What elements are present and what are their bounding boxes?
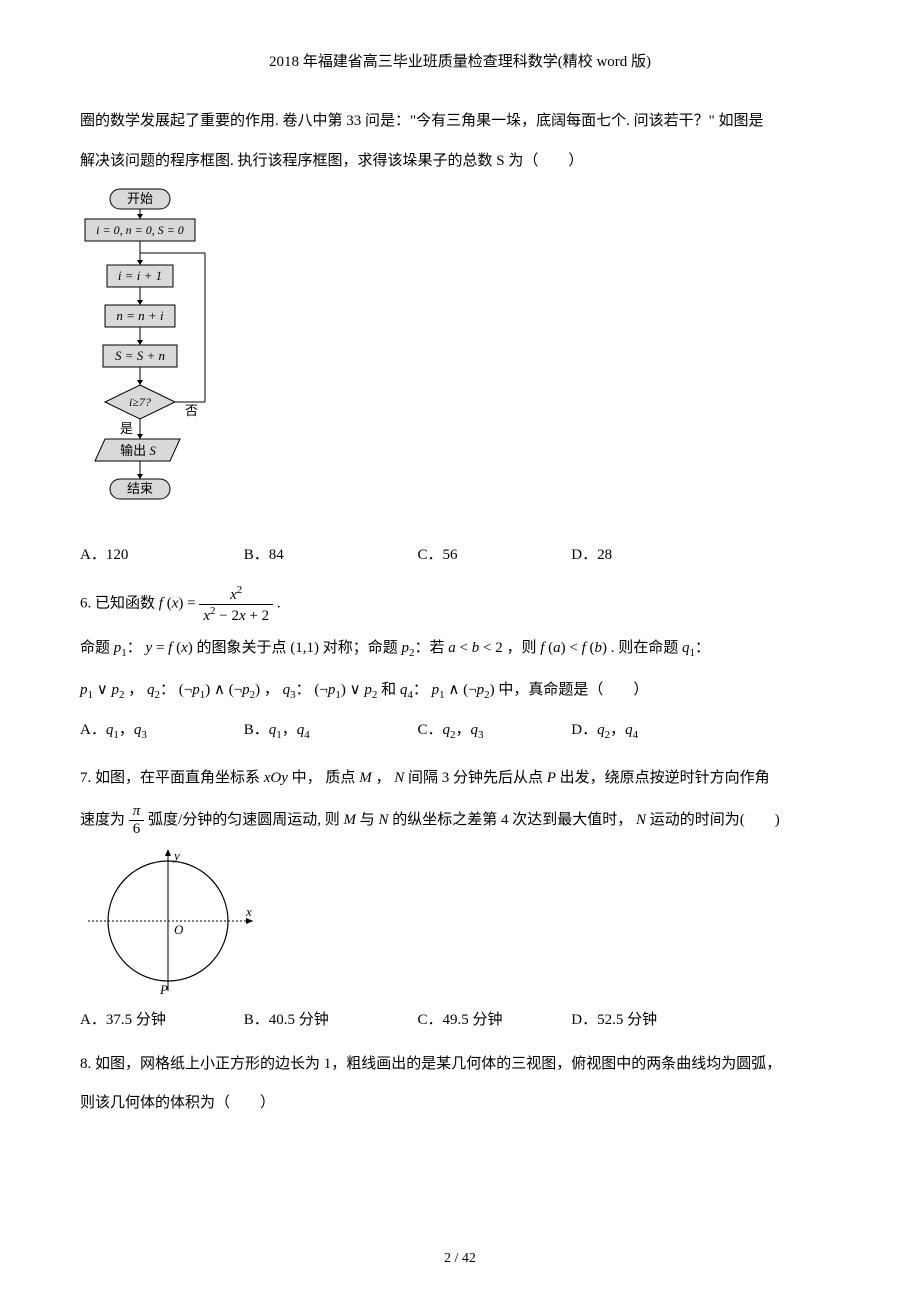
q7-opt-a: A．37.5 分钟 (80, 1005, 240, 1035)
fc-step1: i = i + 1 (118, 268, 162, 283)
fc-end: 结束 (127, 481, 153, 496)
q6-options: A．q1，q3 B．q1，q4 C．q2，q3 D．q2，q4 (80, 715, 840, 746)
q7-opt-b: B．40.5 分钟 (244, 1005, 414, 1035)
fc-cond: i≥7? (129, 395, 151, 409)
q6-opt-c: C．q2，q3 (418, 715, 568, 746)
q5-opt-d: D．28 (571, 540, 691, 570)
q5-intro-2-text: 解决该问题的程序框图. 执行该程序框图，求得该垛果子的总数 S 为（ ） (80, 153, 583, 169)
fc-step3: S = S + n (115, 348, 165, 363)
page-footer: 2 / 42 (0, 1251, 920, 1267)
fc-output: 输出 S (120, 443, 156, 458)
question-7: 7. 如图，在平面直角坐标系 xOy 中， 质点 M ， N 间隔 3 分钟先后… (80, 760, 840, 1035)
fc-yes: 是 (120, 421, 133, 436)
q5-opt-b: B．84 (244, 540, 414, 570)
q8-line2: 则该几何体的体积为（ ） (80, 1088, 840, 1120)
fc-no: 否 (185, 403, 198, 418)
question-6: 6. 已知函数 f (x) = x2 x2 − 2x + 2 . 命题 p1： … (80, 584, 840, 746)
q5-intro-2: 解决该问题的程序框图. 执行该程序框图，求得该垛果子的总数 S 为（ ） (80, 146, 840, 178)
q7-line2: 速度为 π 6 弧度/分钟的匀速圆周运动, 则 M 与 N 的纵坐标之差第 4 … (80, 802, 840, 838)
q7-options: A．37.5 分钟 B．40.5 分钟 C．49.5 分钟 D．52.5 分钟 (80, 1005, 840, 1035)
label-o: O (174, 922, 184, 937)
question-8: 8. 如图，网格纸上小正方形的边长为 1，粗线画出的是某几何体的三视图，俯视图中… (80, 1049, 840, 1120)
label-y: y (172, 848, 180, 863)
q6-fraction: x2 x2 − 2x + 2 (199, 584, 273, 624)
circle-diagram: y x O P (88, 846, 840, 1001)
q5-opt-a: A．120 (80, 540, 240, 570)
q6-propositions: 命题 p1： y = f (x) 的图象关于点 (1,1) 对称；命题 p2：若… (80, 630, 840, 666)
q6-opt-d: D．q2，q4 (571, 715, 691, 746)
fc-start: 开始 (127, 191, 153, 206)
label-p: P (159, 982, 168, 996)
q6-prefix: 6. 已知函数 (80, 595, 159, 611)
page-header: 2018 年福建省高三毕业班质量检查理科数学(精校 word 版) (80, 50, 840, 71)
q5-options: A．120 B．84 C．56 D．28 (80, 540, 840, 570)
fc-step2: n = n + i (116, 308, 164, 323)
q7-line1: 7. 如图，在平面直角坐标系 xOy 中， 质点 M ， N 间隔 3 分钟先后… (80, 760, 840, 796)
q6-suffix: . (277, 595, 281, 611)
fc-init: i = 0, n = 0, S = 0 (96, 223, 184, 237)
flowchart-diagram: 开始 i = 0, n = 0, S = 0 i = i + 1 n = n +… (80, 187, 840, 532)
label-x: x (245, 904, 252, 919)
q6-opt-a: A．q1，q3 (80, 715, 240, 746)
q6-q-compositions: p1 ∨ p2 ， q2： (¬p1) ∧ (¬p2) ， q3： (¬p1) … (80, 672, 840, 708)
question-5: 圈的数学发展起了重要的作用. 卷八中第 33 问是："今有三角果一垛，底阔每面七… (80, 106, 840, 570)
q7-opt-c: C．49.5 分钟 (418, 1005, 568, 1035)
q7-opt-d: D．52.5 分钟 (571, 1005, 691, 1035)
q8-line1: 8. 如图，网格纸上小正方形的边长为 1，粗线画出的是某几何体的三视图，俯视图中… (80, 1049, 840, 1081)
q5-intro-1: 圈的数学发展起了重要的作用. 卷八中第 33 问是："今有三角果一垛，底阔每面七… (80, 106, 840, 138)
q6-definition: 6. 已知函数 f (x) = x2 x2 − 2x + 2 . (80, 584, 840, 624)
q6-opt-b: B．q1，q4 (244, 715, 414, 746)
q7-fraction: π 6 (129, 803, 145, 837)
q5-opt-c: C．56 (418, 540, 568, 570)
